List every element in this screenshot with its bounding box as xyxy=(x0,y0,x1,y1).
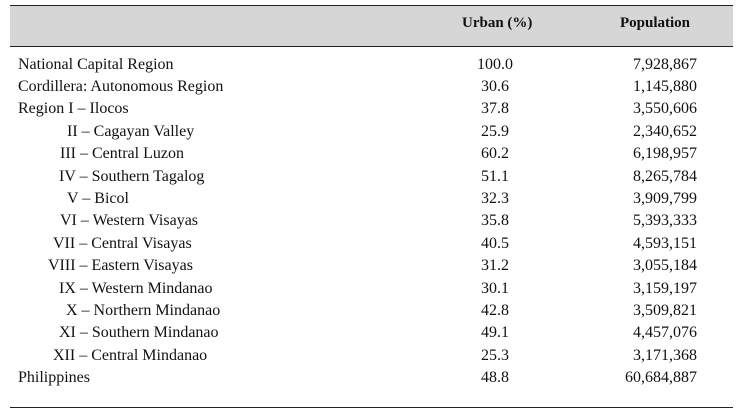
table-row: National Capital Region 100.0 7,928,867 xyxy=(10,54,733,76)
region-name: VII – Central Visayas xyxy=(53,235,192,252)
region-name: VI – Western Visayas xyxy=(60,212,199,229)
region-name: XI – Southern Mindanao xyxy=(59,324,219,341)
urban-percent: 49.1 xyxy=(481,324,509,341)
population-value: 3,550,606 xyxy=(633,100,697,117)
table-row: XII – Central Mindanao 25.3 3,171,368 xyxy=(10,345,733,367)
population-value: 3,159,197 xyxy=(633,280,697,297)
population-value: 4,457,076 xyxy=(633,324,697,341)
region-name: X – Northern Mindanao xyxy=(66,302,221,319)
region-table: Urban (%) Population National Capital Re… xyxy=(10,5,733,408)
header-population: Population xyxy=(620,15,691,31)
table-header: Urban (%) Population xyxy=(10,6,733,47)
region-name: IV – Southern Tagalog xyxy=(59,168,205,185)
urban-percent: 42.8 xyxy=(481,302,509,319)
urban-percent: 31.2 xyxy=(481,257,509,274)
urban-percent: 30.1 xyxy=(481,280,509,297)
population-value: 60,684,887 xyxy=(625,369,697,386)
region-name: IX – Western Mindanao xyxy=(59,280,213,297)
region-name: VIII – Eastern Visayas xyxy=(48,257,193,274)
population-value: 4,593,151 xyxy=(633,235,697,252)
table-row: XI – Southern Mindanao 49.1 4,457,076 xyxy=(10,322,733,344)
table-row: III – Central Luzon 60.2 6,198,957 xyxy=(10,143,733,165)
region-name: III – Central Luzon xyxy=(60,145,184,162)
region-name: II – Cagayan Valley xyxy=(67,123,195,140)
region-name: Cordillera: Autonomous Region xyxy=(18,78,224,95)
region-name: National Capital Region xyxy=(18,56,174,73)
urban-percent: 25.3 xyxy=(481,347,509,364)
table-row: II – Cagayan Valley 25.9 2,340,652 xyxy=(10,121,733,143)
population-value: 3,509,821 xyxy=(633,302,697,319)
population-value: 6,198,957 xyxy=(633,145,697,162)
urban-percent: 60.2 xyxy=(481,145,509,162)
table-row: Philippines 48.8 60,684,887 xyxy=(10,367,733,389)
table-row: Cordillera: Autonomous Region 30.6 1,145… xyxy=(10,76,733,98)
table-row: VIII – Eastern Visayas 31.2 3,055,184 xyxy=(10,255,733,277)
population-value: 2,340,652 xyxy=(633,123,697,140)
urban-percent: 100.0 xyxy=(477,56,513,73)
region-name: XII – Central Mindanao xyxy=(53,347,208,364)
population-value: 3,909,799 xyxy=(633,190,697,207)
urban-percent: 51.1 xyxy=(481,168,509,185)
urban-percent: 32.3 xyxy=(481,190,509,207)
urban-percent: 40.5 xyxy=(481,235,509,252)
urban-percent: 30.6 xyxy=(481,78,509,95)
urban-percent: 35.8 xyxy=(481,212,509,229)
table-row: X – Northern Mindanao 42.8 3,509,821 xyxy=(10,300,733,322)
urban-percent: 37.8 xyxy=(481,100,509,117)
region-name: Philippines xyxy=(18,369,91,386)
population-value: 3,055,184 xyxy=(633,257,697,274)
table-row: VI – Western Visayas 35.8 5,393,333 xyxy=(10,210,733,232)
table-row: IX – Western Mindanao 30.1 3,159,197 xyxy=(10,278,733,300)
table-row: VII – Central Visayas 40.5 4,593,151 xyxy=(10,233,733,255)
urban-percent: 25.9 xyxy=(481,123,509,140)
region-name: Region I – Ilocos xyxy=(18,100,129,117)
population-value: 5,393,333 xyxy=(633,212,697,229)
table-row: Region I – Ilocos 37.8 3,550,606 xyxy=(10,98,733,120)
population-value: 8,265,784 xyxy=(633,168,697,185)
header-urban: Urban (%) xyxy=(462,15,533,31)
region-name: V – Bicol xyxy=(67,190,129,207)
population-value: 1,145,880 xyxy=(633,78,697,95)
urban-percent: 48.8 xyxy=(481,369,509,386)
table-row: IV – Southern Tagalog 51.1 8,265,784 xyxy=(10,166,733,188)
table-row: V – Bicol 32.3 3,909,799 xyxy=(10,188,733,210)
population-value: 3,171,368 xyxy=(633,347,697,364)
population-value: 7,928,867 xyxy=(633,56,697,73)
